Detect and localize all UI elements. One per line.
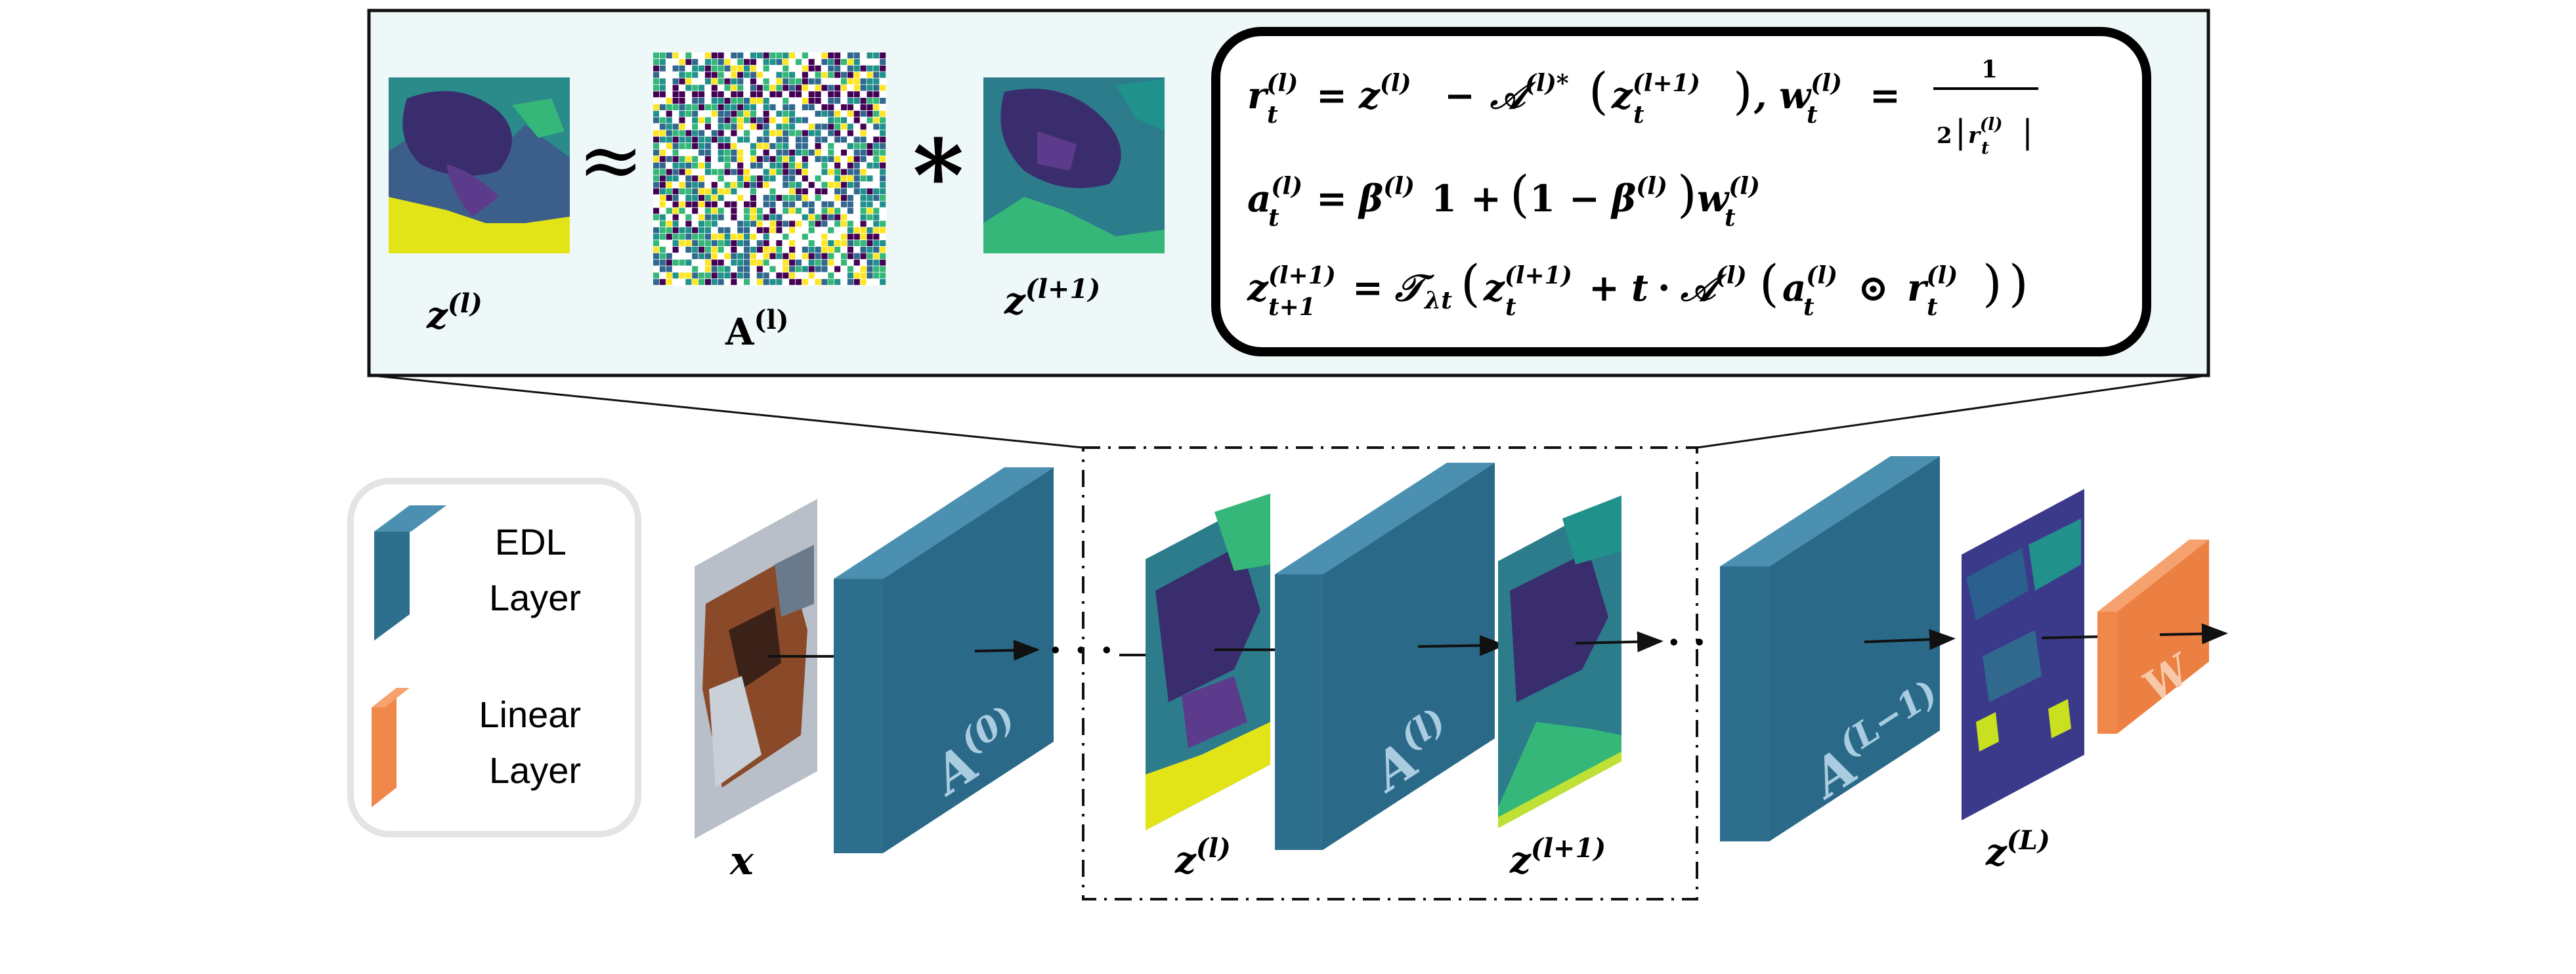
edl-layer-AL1 bbox=[1720, 456, 1940, 841]
panel-feature-map-z-l1 bbox=[983, 77, 1165, 253]
panel-z-l-label: z(l) bbox=[426, 288, 483, 337]
legend-box bbox=[347, 478, 641, 837]
weight-fraction: 1 2 | r(l) t | bbox=[1933, 56, 2038, 159]
arrow-Al-out bbox=[1417, 635, 1506, 656]
legend-linear-label: Linear Layer bbox=[479, 694, 591, 791]
approx-symbol: ≈ bbox=[578, 115, 644, 206]
edl-layer-Al bbox=[1275, 463, 1495, 850]
legend-edl-label: EDL Layer bbox=[489, 521, 581, 618]
linear-layer-W bbox=[2097, 540, 2209, 734]
pipeline-z-L-label: z(L) bbox=[1985, 825, 2050, 874]
panel-z-l1-label: z(l+1) bbox=[1004, 274, 1100, 323]
equation-residual-weight: r(l) t = z(l) − 𝒜(l)* ( z(l+1) t ) , w(l) t… bbox=[1247, 57, 1900, 132]
svg-text:2 | r(l)t: 2 | r(l) t | bbox=[1937, 113, 2033, 159]
legend-edl-swatch bbox=[374, 505, 446, 641]
arrow-AL1-out bbox=[1864, 629, 1956, 650]
equation-update-step: z(l+1) t+1 = 𝒯λt ( z(l+1) t + t · 𝒜(l) ( a… bbox=[1247, 249, 2029, 324]
input-x-label: x bbox=[729, 838, 754, 884]
dictionary-atoms-grid bbox=[653, 53, 886, 286]
convolution-symbol: * bbox=[912, 118, 964, 234]
pipeline-z-l-label: z(l) bbox=[1174, 833, 1231, 882]
arrow-zl1-out bbox=[1575, 631, 1664, 652]
input-image bbox=[695, 499, 817, 839]
equations-box bbox=[1211, 27, 2151, 356]
zoom-region-box bbox=[1082, 446, 1698, 900]
panel-A-l-label: A(l) bbox=[725, 305, 789, 354]
pipeline-feature-map-z-l1 bbox=[1498, 496, 1621, 828]
pipeline-feature-map-z-l bbox=[1146, 494, 1270, 830]
zoom-panel: z(l) ≈ A(l) * z(l+1) r(l) t = z(l) − bbox=[367, 9, 2210, 377]
edl-layer-A0 bbox=[834, 467, 1054, 853]
panel-feature-map-z-l bbox=[389, 77, 570, 253]
arrow-output bbox=[2159, 623, 2228, 645]
arrow-A0-out bbox=[974, 639, 1040, 661]
legend-linear-swatch bbox=[372, 688, 410, 807]
legend: EDL Layer Linear Layer bbox=[347, 478, 641, 837]
dots-1: · · · bbox=[1049, 629, 1113, 672]
svg-text:1: 1 bbox=[1981, 56, 1998, 83]
equation-adaptive-weight: a(l) t = β(l) 1 + ( 1 − β(l) ) w(l) t bbox=[1247, 160, 1760, 235]
zoom-line-right bbox=[1696, 374, 2208, 449]
arrow-zL-out bbox=[2041, 635, 2101, 639]
pipeline-z-l1-label: z(l+1) bbox=[1509, 833, 1606, 882]
zoom-line-left bbox=[370, 374, 1084, 449]
pipeline-feature-map-z-L bbox=[1962, 489, 2084, 820]
